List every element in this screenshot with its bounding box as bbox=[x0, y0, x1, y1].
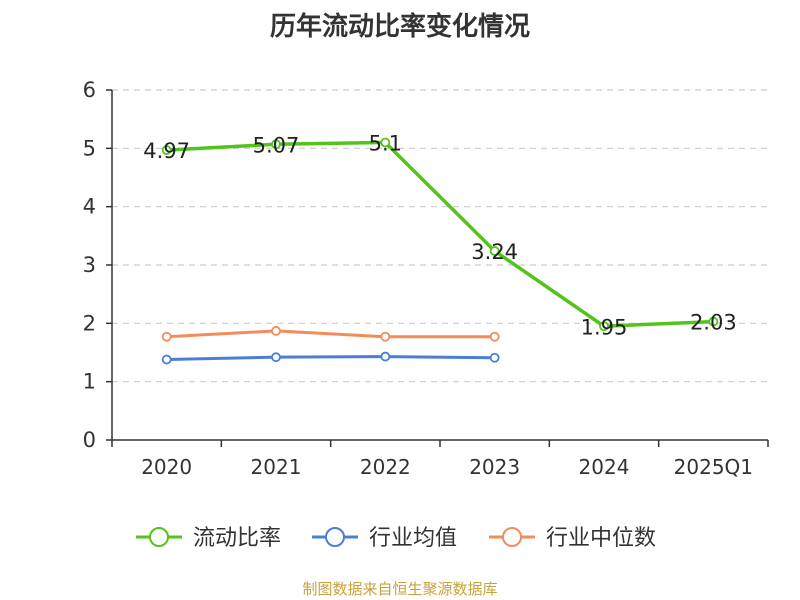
data-point bbox=[489, 352, 500, 363]
data-point bbox=[271, 326, 281, 336]
data-label: 3.24 bbox=[471, 240, 518, 264]
legend-marker-icon bbox=[502, 527, 522, 547]
data-point bbox=[489, 331, 500, 342]
data-label: 5.1 bbox=[369, 132, 402, 156]
data-point bbox=[489, 246, 500, 256]
data-label: 5.07 bbox=[253, 133, 300, 157]
data-point bbox=[271, 139, 281, 150]
legend-item-2[interactable]: 行业均值 bbox=[312, 526, 457, 551]
legend-marker-icon bbox=[325, 527, 345, 547]
x-tick-label: 2024 bbox=[579, 455, 630, 479]
data-label: 4.97 bbox=[143, 139, 190, 163]
axes: 0 1 2 3 4 5 6 2020 2021 2022 2023 2024 2025Q1 bbox=[83, 78, 769, 479]
x-tick-label: 2021 bbox=[251, 455, 302, 479]
data-label: 2.03 bbox=[690, 311, 737, 335]
y-tick-label: 1 bbox=[83, 370, 96, 394]
y-tick-label: 4 bbox=[83, 195, 96, 219]
series-line-2 bbox=[166, 355, 495, 361]
legend-item-1[interactable]: 流动比率 bbox=[136, 526, 281, 551]
data-point bbox=[161, 354, 172, 365]
x-tick-label: 2025Q1 bbox=[674, 455, 753, 479]
legend-label: 流动比率 bbox=[193, 526, 281, 551]
series-lines bbox=[161, 137, 719, 365]
legend-item-3[interactable]: 行业中位数 bbox=[489, 526, 656, 551]
data-point bbox=[380, 137, 391, 148]
data-point bbox=[380, 351, 391, 362]
data-point bbox=[599, 321, 609, 332]
x-tick-label: 2022 bbox=[360, 455, 411, 479]
x-tick-label: 2023 bbox=[469, 455, 520, 479]
data-labels: 4.97 5.07 5.1 3.24 1.95 2.03 bbox=[143, 132, 736, 340]
data-point bbox=[380, 331, 391, 342]
x-tick-label: 2020 bbox=[141, 455, 192, 479]
source-footer: 制图数据来自恒生聚源数据库 bbox=[302, 580, 498, 598]
data-point bbox=[161, 145, 172, 155]
legend[interactable]: 流动比率 行业均值 行业中位数 bbox=[136, 526, 656, 551]
data-point bbox=[161, 331, 172, 342]
series-line-3 bbox=[166, 329, 495, 339]
y-tick-label: 2 bbox=[83, 311, 96, 335]
chart-title: 历年流动比率变化情况 bbox=[269, 12, 530, 42]
y-tick-label: 3 bbox=[83, 253, 96, 277]
y-tick-label: 6 bbox=[83, 78, 96, 102]
legend-label: 行业均值 bbox=[369, 526, 457, 551]
data-point bbox=[271, 352, 281, 363]
legend-label: 行业中位数 bbox=[546, 526, 656, 551]
legend-marker-icon bbox=[149, 527, 169, 547]
y-tick-label: 5 bbox=[83, 136, 96, 160]
data-label: 1.95 bbox=[581, 315, 628, 339]
y-tick-label: 0 bbox=[83, 428, 96, 452]
series-line-1 bbox=[166, 140, 714, 328]
data-point bbox=[708, 316, 719, 327]
